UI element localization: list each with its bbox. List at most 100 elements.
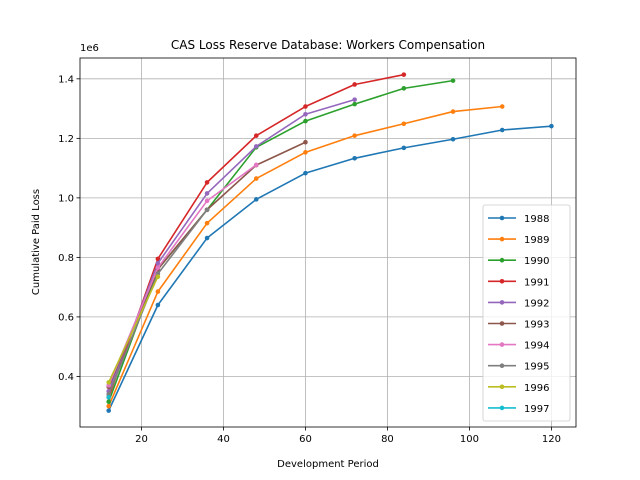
data-point bbox=[303, 111, 308, 117]
data-point bbox=[106, 399, 111, 405]
legend-swatch-marker bbox=[499, 363, 505, 369]
legend-item-1991: 1991 bbox=[488, 277, 549, 288]
data-point bbox=[352, 133, 357, 138]
data-point bbox=[450, 109, 456, 114]
data-point bbox=[450, 136, 456, 142]
legend-item-1995: 1995 bbox=[488, 362, 549, 373]
legend-label: 1993 bbox=[524, 320, 549, 331]
x-tick-label: 20 bbox=[135, 434, 148, 445]
legend-label: 1988 bbox=[524, 214, 549, 225]
y-tick-label: 0.8 bbox=[58, 253, 74, 264]
data-point bbox=[204, 220, 210, 226]
legend-item-1988: 1988 bbox=[488, 214, 549, 225]
data-point bbox=[204, 180, 210, 185]
y-tick-label: 0.4 bbox=[58, 372, 74, 383]
legend-label: 1995 bbox=[524, 362, 549, 373]
data-point bbox=[303, 170, 308, 176]
x-tick-label: 80 bbox=[381, 434, 394, 445]
data-point bbox=[303, 104, 308, 109]
data-point bbox=[155, 256, 161, 262]
data-point bbox=[352, 97, 357, 102]
legend-swatch-marker bbox=[499, 215, 505, 221]
plot-frame bbox=[79, 57, 577, 428]
data-point bbox=[401, 121, 407, 127]
legend-swatch-marker bbox=[499, 384, 505, 390]
x-axis-title: Development Period bbox=[277, 459, 379, 470]
data-point bbox=[450, 78, 456, 83]
legend-item-1994: 1994 bbox=[488, 341, 549, 352]
y-multiplier-label: 1e6 bbox=[80, 43, 99, 54]
series-1988 bbox=[106, 123, 554, 413]
series-line bbox=[107, 276, 159, 383]
data-point bbox=[253, 162, 259, 168]
data-point bbox=[499, 127, 505, 133]
x-tick-label: 40 bbox=[217, 434, 230, 445]
x-axis: 20 40 60 80 100 120 bbox=[135, 427, 561, 445]
legend-label: 1997 bbox=[524, 404, 549, 415]
y-tick-label: 1.2 bbox=[58, 134, 74, 145]
legend-item-1993: 1993 bbox=[488, 320, 549, 331]
data-point bbox=[106, 403, 111, 409]
data-point bbox=[549, 123, 554, 129]
data-point bbox=[106, 380, 111, 385]
legend-item-1992: 1992 bbox=[488, 298, 549, 309]
data-point bbox=[303, 139, 308, 145]
legend: 1988 1989 1990 1991 1992 1993 1994 1995 1996 1997 bbox=[482, 204, 571, 422]
legend-swatch-marker bbox=[499, 321, 505, 326]
data-point bbox=[499, 104, 505, 109]
series-1997 bbox=[106, 394, 111, 400]
legend-swatch-marker bbox=[499, 279, 505, 284]
legend-swatch-marker bbox=[499, 257, 505, 263]
y-axis-title: Cumulative Paid Loss bbox=[31, 189, 42, 295]
series-layer bbox=[106, 72, 554, 413]
data-point bbox=[352, 155, 357, 161]
legend-label: 1996 bbox=[524, 383, 549, 394]
data-point bbox=[204, 191, 210, 196]
legend-box bbox=[482, 204, 571, 422]
data-point bbox=[401, 145, 407, 151]
data-point bbox=[204, 198, 210, 204]
data-point bbox=[303, 118, 308, 124]
data-point bbox=[155, 302, 161, 308]
legend-item-1990: 1990 bbox=[488, 256, 549, 267]
data-point bbox=[204, 235, 210, 241]
series-1989 bbox=[106, 104, 505, 409]
data-point bbox=[401, 72, 407, 77]
data-point bbox=[352, 82, 357, 87]
legend-swatch-marker bbox=[499, 236, 505, 242]
data-point bbox=[303, 150, 308, 155]
data-point bbox=[106, 408, 111, 413]
legend-swatch-marker bbox=[499, 300, 505, 305]
data-point bbox=[204, 207, 210, 213]
data-point bbox=[253, 144, 259, 149]
data-point bbox=[155, 274, 161, 280]
legend-label: 1992 bbox=[524, 298, 549, 309]
y-axis: 0.4 0.6 0.8 1.0 1.2 1.4 bbox=[58, 74, 80, 383]
legend-swatch-marker bbox=[499, 342, 505, 347]
y-tick-label: 1.0 bbox=[58, 193, 74, 204]
legend-swatch-marker bbox=[499, 405, 505, 411]
series-1992 bbox=[106, 97, 357, 394]
data-point bbox=[155, 265, 161, 271]
x-tick-label: 100 bbox=[460, 434, 479, 445]
data-point bbox=[401, 86, 407, 91]
data-point bbox=[253, 176, 259, 181]
legend-label: 1990 bbox=[524, 256, 549, 267]
y-tick-label: 0.6 bbox=[58, 312, 74, 323]
x-tick-label: 60 bbox=[299, 434, 312, 445]
x-tick-label: 120 bbox=[542, 434, 561, 445]
series-line bbox=[107, 125, 552, 411]
legend-item-1989: 1989 bbox=[488, 235, 549, 246]
legend-item-1996: 1996 bbox=[488, 383, 549, 394]
data-point bbox=[106, 394, 111, 400]
legend-item-1997: 1997 bbox=[488, 404, 549, 415]
series-line bbox=[107, 98, 355, 392]
legend-label: 1989 bbox=[524, 235, 549, 246]
data-point bbox=[253, 133, 259, 138]
chart-title: CAS Loss Reserve Database: Workers Compe… bbox=[171, 38, 485, 52]
series-line bbox=[107, 164, 257, 386]
data-point bbox=[155, 261, 161, 266]
data-point bbox=[352, 101, 357, 107]
y-tick-label: 1.4 bbox=[58, 74, 74, 85]
